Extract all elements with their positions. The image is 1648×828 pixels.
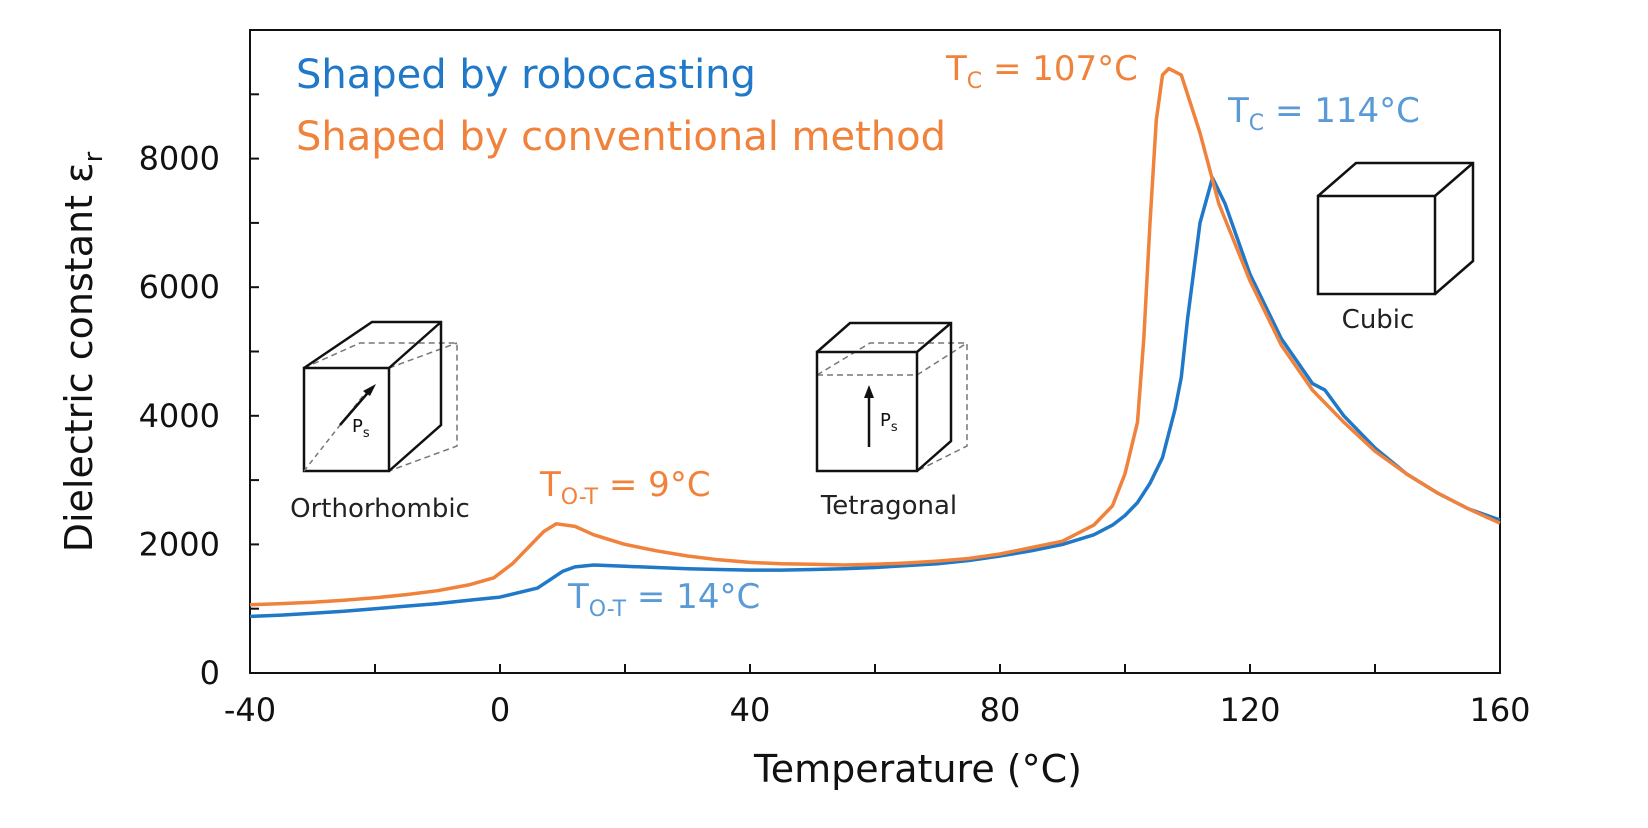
ps-label-tetragonal: Ps	[880, 410, 898, 435]
y-axis-title: Dielectric constant εr	[57, 151, 109, 552]
x-tick-label: 80	[980, 691, 1021, 729]
y-tick-label: 0	[200, 654, 220, 692]
y-tick-label: 2000	[139, 525, 220, 563]
legend-robocasting: Shaped by robocasting	[296, 52, 756, 98]
x-tick-label: 160	[1469, 691, 1530, 729]
annotation-tc-robocasting: TC = 114°C	[1227, 91, 1420, 136]
annotation-tot-conventional: TO-T = 9°C	[539, 465, 711, 510]
y-tick-label: 8000	[139, 140, 220, 178]
y-tick-label: 4000	[139, 397, 220, 435]
x-tick-label: 120	[1219, 691, 1280, 729]
series-line-conventional	[249, 66, 1501, 607]
x-tick-label: 40	[730, 691, 771, 729]
cubic-crystal-icon	[1316, 161, 1475, 296]
label-tetragonal: Tetragonal	[820, 491, 957, 521]
x-tick-label: 0	[490, 691, 510, 729]
tetragonal-crystal-icon: Ps	[815, 321, 968, 473]
label-orthorhombic: Orthorhombic	[290, 494, 470, 524]
annotation-tot-robocasting: TO-T = 14°C	[567, 577, 760, 622]
label-cubic: Cubic	[1342, 305, 1415, 335]
legend-conventional: Shaped by conventional method	[296, 114, 946, 160]
y-axis-ticks: 0 2000 4000 6000 8000	[139, 29, 259, 692]
x-tick-label: -40	[224, 691, 276, 729]
orthorhombic-crystal-icon: Ps	[302, 320, 458, 473]
x-axis-ticks: -40 0 40 80 120 160	[224, 664, 1531, 729]
series-line-robocasting	[249, 176, 1501, 619]
y-tick-label: 6000	[139, 268, 220, 306]
annotation-tc-conventional: TC = 107°C	[945, 49, 1138, 94]
x-axis-title: Temperature (°C)	[753, 747, 1082, 791]
ps-label-orthorhombic: Ps	[352, 416, 370, 441]
